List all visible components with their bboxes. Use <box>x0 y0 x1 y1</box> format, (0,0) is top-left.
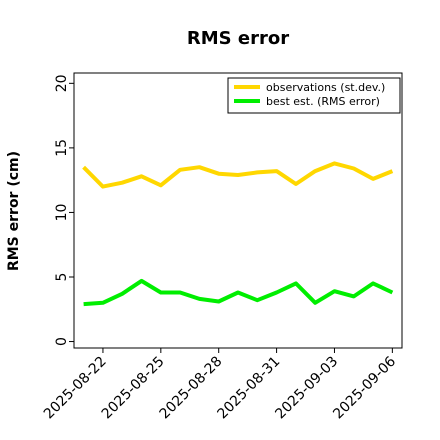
legend-label-best-estimate: best est. (RMS error) <box>266 95 380 108</box>
y-tick-label: 5 <box>54 273 70 282</box>
plot-frame <box>73 72 403 349</box>
y-ticks: 0 5 10 15 20 <box>54 74 74 346</box>
legend-box <box>227 77 401 114</box>
x-tick-label: 2025-09-06 <box>330 353 399 422</box>
legend: observations (st.dev.) best est. (RMS er… <box>227 77 401 114</box>
y-tick-label: 10 <box>54 204 70 222</box>
chart-title: RMS error <box>187 28 289 49</box>
series-line-1 <box>83 278 394 307</box>
legend-label-observations: observations (st.dev.) <box>266 81 385 94</box>
y-tick-label: 0 <box>54 337 70 346</box>
y-tick-label: 20 <box>54 74 70 92</box>
x-ticks: 2025-08-222025-08-252025-08-282025-08-31… <box>41 348 399 422</box>
series-layer <box>82 161 394 307</box>
series-line-0 <box>82 161 394 189</box>
y-axis-label: RMS error (cm) <box>6 151 22 271</box>
y-tick-label: 15 <box>54 139 70 157</box>
